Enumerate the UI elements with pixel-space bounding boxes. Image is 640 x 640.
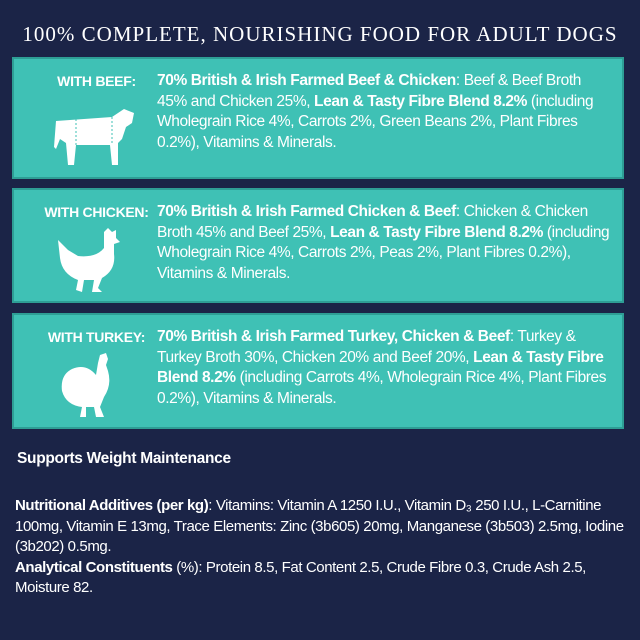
variant-text: 70% British & Irish Farmed Beef & Chicke… <box>157 71 614 153</box>
variant-text: 70% British & Irish Farmed Chicken & Bee… <box>157 202 614 284</box>
bold-text: 70% British & Irish Farmed Beef & Chicke… <box>157 72 456 89</box>
bold-text: Lean & Tasty Fibre Blend 8.2% <box>330 223 544 241</box>
nutrition-info: Nutritional Additives (per kg): Vitamins… <box>15 496 625 599</box>
text: : Turkey & Turkey Broth 30%, Chicken 20%… <box>157 328 576 366</box>
variant-panel: WITH BEEF: 70% British & Irish Farmed Be… <box>12 57 624 179</box>
variant-text: 70% British & Irish Farmed Turkey, Chick… <box>157 327 614 409</box>
variant-panel: WITH CHICKEN: 70% British & Irish Farmed… <box>12 188 624 303</box>
variant-label: WITH TURKEY: <box>47 329 146 345</box>
text: (including Wholegrain Rice 4%, Carrots 2… <box>157 223 610 282</box>
bold-text: 70% British & Irish Farmed Chicken & Bee… <box>157 203 456 220</box>
paragraph: Nutritional Additives (per kg): Vitamins… <box>15 496 625 558</box>
section-heading: Supports Weight Maintenance <box>17 450 231 467</box>
turkey-icon <box>61 353 110 417</box>
bold-text: Analytical Constituents <box>15 558 173 576</box>
bold-text: Lean & Tasty Fibre Blend 8.2% <box>157 348 604 387</box>
variant-label: WITH CHICKEN: <box>44 204 149 220</box>
bold-text: 70% British & Irish Farmed Turkey, Chick… <box>157 328 510 345</box>
cow-icon <box>54 109 134 165</box>
chicken-icon <box>58 228 120 292</box>
text: (%): Protein 8.5, Fat Content 2.5, Crude… <box>15 558 586 597</box>
bold-text: Lean & Tasty Fibre Blend 8.2% <box>314 92 527 110</box>
text: (including Wholegrain Rice 4%, Carrots 2… <box>157 92 594 151</box>
bold-text: Nutritional Additives (per kg) <box>15 497 209 514</box>
text: : Beef & Beef Broth 45% and Chicken 25%, <box>157 72 581 110</box>
variant-panel: WITH TURKEY: 70% British & Irish Farmed … <box>12 313 624 429</box>
text: : Chicken & Chicken Broth 45% and Beef 2… <box>157 203 588 241</box>
text: : Vitamins: Vitamin A 1250 I.U., Vitamin… <box>15 497 624 555</box>
paragraph: Analytical Constituents (%): Protein 8.5… <box>15 558 625 599</box>
text: (including Carrots 4%, Wholegrain Rice 4… <box>157 369 607 407</box>
variant-label: WITH BEEF: <box>57 73 136 89</box>
title: 100% COMPLETE, NOURISHING FOOD FOR ADULT… <box>22 22 618 46</box>
